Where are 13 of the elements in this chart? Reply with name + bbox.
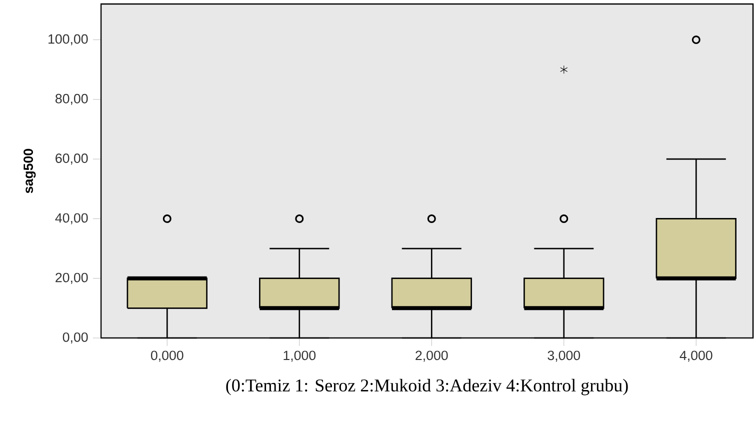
y-axis-title: sag500: [24, 148, 36, 194]
x-axis-title: (0:Temiz 1: Seroz 2:Mukoid 3:Adeziv 4:Kontrol grubu): [226, 378, 628, 396]
x-tick-label: 0,000: [150, 350, 184, 362]
x-tick-label: 4,000: [680, 350, 712, 362]
y-tick-label: 0,00: [62, 332, 88, 344]
y-tick-label: 80,00: [56, 94, 88, 105]
x-tick-label: 3,000: [548, 350, 580, 362]
y-tick-label: 60,00: [56, 154, 88, 165]
x-tick-label: 2,000: [416, 350, 448, 362]
y-tick-label: 20,00: [56, 272, 88, 284]
y-tick-label: 40,00: [55, 213, 88, 224]
y-tick-label: 100,00: [48, 34, 88, 46]
x-tick-label: 1,000: [284, 350, 316, 362]
